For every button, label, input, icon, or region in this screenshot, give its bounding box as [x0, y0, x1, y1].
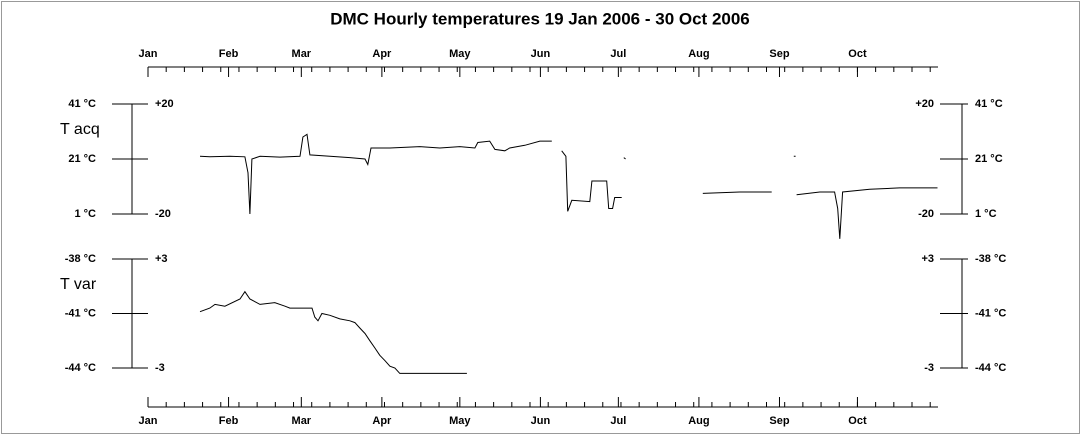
x-tick-label: Oct: [848, 415, 867, 427]
x-tick-label: Feb: [219, 415, 239, 427]
x-tick-label: Jun: [531, 48, 551, 60]
x-tick-label: Mar: [292, 48, 312, 60]
x-tick-label: May: [449, 48, 471, 60]
x-tick-label: Apr: [372, 415, 392, 427]
y-tick-label: 1 °C: [975, 208, 997, 220]
y2-tick-label: +3: [155, 253, 168, 265]
y-tick-label: 21 °C: [68, 153, 96, 165]
y-tick-label: 1 °C: [74, 208, 96, 220]
y2-tick-label: -20: [918, 208, 934, 220]
x-tick-label: May: [449, 415, 471, 427]
y2-tick-label: +20: [915, 98, 934, 110]
y-tick-label: -41 °C: [65, 307, 96, 319]
y2-tick-label: +3: [921, 253, 934, 265]
y-tick-label: 41 °C: [68, 98, 96, 110]
x-tick-label: Jan: [139, 415, 158, 427]
y-tick-label: -38 °C: [975, 253, 1006, 265]
x-tick-label: Jun: [531, 415, 551, 427]
x-tick-label: Oct: [848, 48, 867, 60]
y2-tick-label: -3: [155, 362, 165, 374]
y-tick-label: 21 °C: [975, 153, 1003, 165]
y-tick-label: -41 °C: [975, 307, 1006, 319]
series-line: [199, 133, 938, 239]
y2-tick-label: -20: [155, 208, 171, 220]
x-tick-label: Aug: [688, 48, 709, 60]
x-tick-label: Jul: [610, 48, 626, 60]
x-tick-label: Jul: [610, 415, 626, 427]
x-tick-label: Aug: [688, 415, 709, 427]
y-tick-label: 41 °C: [975, 98, 1003, 110]
y-axis-label: T acq: [60, 121, 100, 138]
x-tick-label: Sep: [769, 415, 789, 427]
x-tick-label: Sep: [769, 48, 789, 60]
series-line: [199, 290, 467, 374]
x-tick-label: Jan: [139, 48, 158, 60]
x-tick-label: Feb: [219, 48, 239, 60]
y-axis-label: T var: [60, 276, 97, 293]
y-tick-label: -38 °C: [65, 253, 96, 265]
y-tick-label: -44 °C: [975, 362, 1006, 374]
y2-tick-label: -3: [924, 362, 934, 374]
x-tick-label: Apr: [372, 48, 392, 60]
chart-title: DMC Hourly temperatures 19 Jan 2006 - 30…: [330, 9, 750, 28]
y2-tick-label: +20: [155, 98, 174, 110]
x-tick-label: Mar: [292, 415, 312, 427]
y-tick-label: -44 °C: [65, 362, 96, 374]
